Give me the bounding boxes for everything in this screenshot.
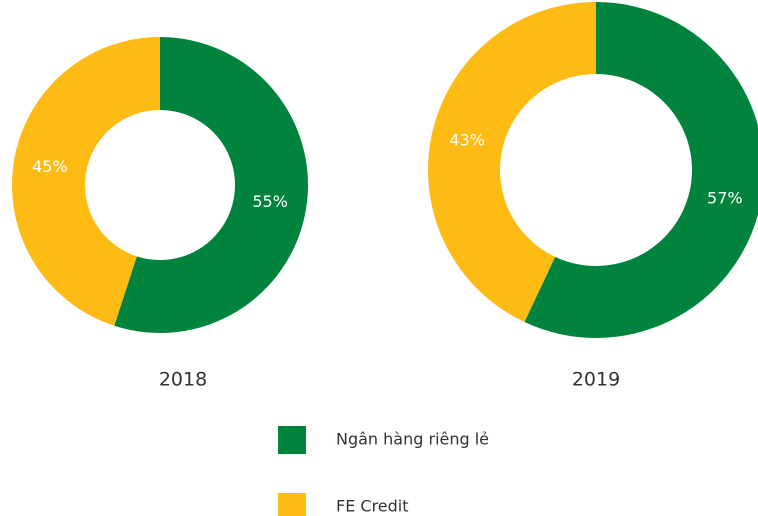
chart-title: 2019 [572, 369, 620, 391]
legend-label: FE Credit [336, 497, 409, 516]
legend-label: Ngân hàng riêng lẻ [336, 430, 489, 449]
data-label: 55% [252, 192, 288, 211]
chart-title: 2018 [159, 369, 207, 391]
donut-segment [524, 2, 758, 338]
legend-swatch [278, 426, 306, 454]
data-label: 57% [707, 188, 743, 207]
donut-segment [427, 2, 597, 323]
donut-segment [114, 37, 308, 333]
data-label: 43% [449, 131, 485, 150]
donut-segment [11, 37, 160, 326]
legend-swatch [278, 493, 306, 516]
data-label: 45% [32, 157, 68, 176]
